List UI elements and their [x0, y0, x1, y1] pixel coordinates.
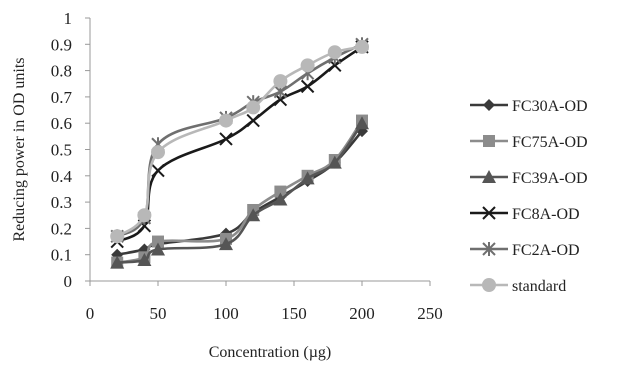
- y-tick-label: 1: [64, 9, 73, 28]
- legend-swatch-marker: [483, 135, 495, 147]
- data-point-fc30a-od: [111, 248, 124, 261]
- data-point-standard: [219, 113, 233, 128]
- legend-entry-fc2a-od: FC2A-OD: [470, 242, 580, 259]
- data-point-fc8a-od: [300, 79, 315, 94]
- data-point-standard: [110, 229, 125, 244]
- x-axis-label: Concentration (µg): [209, 344, 332, 361]
- legend-entry-fc39a-od: FC39A-OD: [470, 170, 588, 187]
- data-point-fc39a-od: [355, 116, 369, 130]
- y-tick-label: 0.1: [51, 246, 72, 265]
- data-point-fc39a-od: [151, 242, 165, 256]
- legend-swatch-marker: [482, 206, 496, 220]
- y-tick-label: 0.8: [51, 62, 72, 81]
- data-point-standard: [355, 39, 369, 54]
- marker-stroke: [151, 163, 165, 178]
- data-point-fc75a-od: [152, 235, 164, 248]
- data-point-standard: [273, 74, 288, 89]
- legend-entry-fc30a-od: FC30A-OD: [470, 98, 588, 115]
- legend: FC30A-OD FC75A-OD FC39A-OD FC8A-OD FC2A-OD st…: [470, 98, 588, 295]
- data-point-fc39a-od: [300, 171, 315, 185]
- series-fc39a-od: [110, 116, 369, 269]
- data-point-fc75a-od: [274, 185, 287, 198]
- legend-label: FC2A-OD: [512, 242, 580, 259]
- series-lines: [110, 37, 369, 269]
- legend-label: FC30A-OD: [512, 98, 588, 115]
- x-tick-label: 150: [281, 304, 307, 323]
- data-point-fc39a-od: [273, 192, 288, 206]
- legend-swatch-marker: [483, 99, 495, 111]
- axes: 0 0.1 0.2 0.3 0.4 0.5 0.6 0.7 0.8 0.9 1 0 50 100 150 20…: [51, 9, 443, 323]
- y-tick-label: 0: [64, 272, 73, 291]
- data-point-fc39a-od: [137, 252, 152, 266]
- y-tick-label: 0.4: [51, 167, 73, 186]
- x-tick-label: 200: [349, 304, 375, 323]
- data-point-fc8a-od: [151, 163, 165, 178]
- y-tick-label: 0.6: [51, 114, 72, 133]
- data-point-standard: [327, 45, 342, 60]
- marker-stroke: [482, 206, 496, 220]
- legend-label: standard: [512, 278, 566, 295]
- marker-stroke: [246, 113, 260, 128]
- legend-entry-standard: standard: [470, 278, 566, 295]
- data-point-fc8a-od: [246, 113, 260, 128]
- legend-swatch-marker: [482, 170, 496, 183]
- legend-label: FC39A-OD: [512, 170, 588, 187]
- data-point-fc8a-od: [219, 132, 233, 146]
- y-axis-label: Reducing power in OD units: [11, 58, 28, 242]
- marker-stroke: [300, 79, 315, 94]
- legend-swatch-marker: [482, 278, 496, 292]
- y-tick-label: 0.2: [51, 219, 72, 238]
- x-tick-label: 0: [86, 304, 95, 323]
- legend-swatch-marker: [482, 242, 496, 256]
- x-tick-label: 250: [417, 304, 443, 323]
- data-point-standard: [151, 145, 165, 160]
- series-line-fc8a-od: [116, 45, 363, 243]
- data-point-standard: [137, 208, 152, 223]
- y-tick-label: 0.5: [51, 141, 72, 160]
- legend-entry-fc75a-od: FC75A-OD: [470, 134, 588, 151]
- y-tick-label: 0.7: [51, 88, 73, 107]
- series-line-standard: [116, 45, 363, 238]
- x-tick-label: 100: [213, 304, 239, 323]
- x-tick-label: 50: [150, 304, 167, 323]
- legend-label: FC8A-OD: [512, 206, 580, 223]
- legend-entry-fc8a-od: FC8A-OD: [470, 206, 580, 223]
- data-point-fc39a-od: [246, 208, 261, 222]
- y-tick-label: 0.3: [51, 193, 72, 212]
- legend-label: FC75A-OD: [512, 134, 588, 151]
- y-tick-label: 0.9: [51, 35, 72, 54]
- data-point-fc39a-od: [327, 155, 342, 169]
- data-point-fc39a-od: [219, 237, 233, 251]
- data-point-standard: [300, 58, 315, 73]
- marker-stroke: [219, 132, 233, 146]
- data-point-fc39a-od: [110, 255, 125, 269]
- data-point-standard: [246, 100, 261, 115]
- series-standard: [110, 39, 369, 244]
